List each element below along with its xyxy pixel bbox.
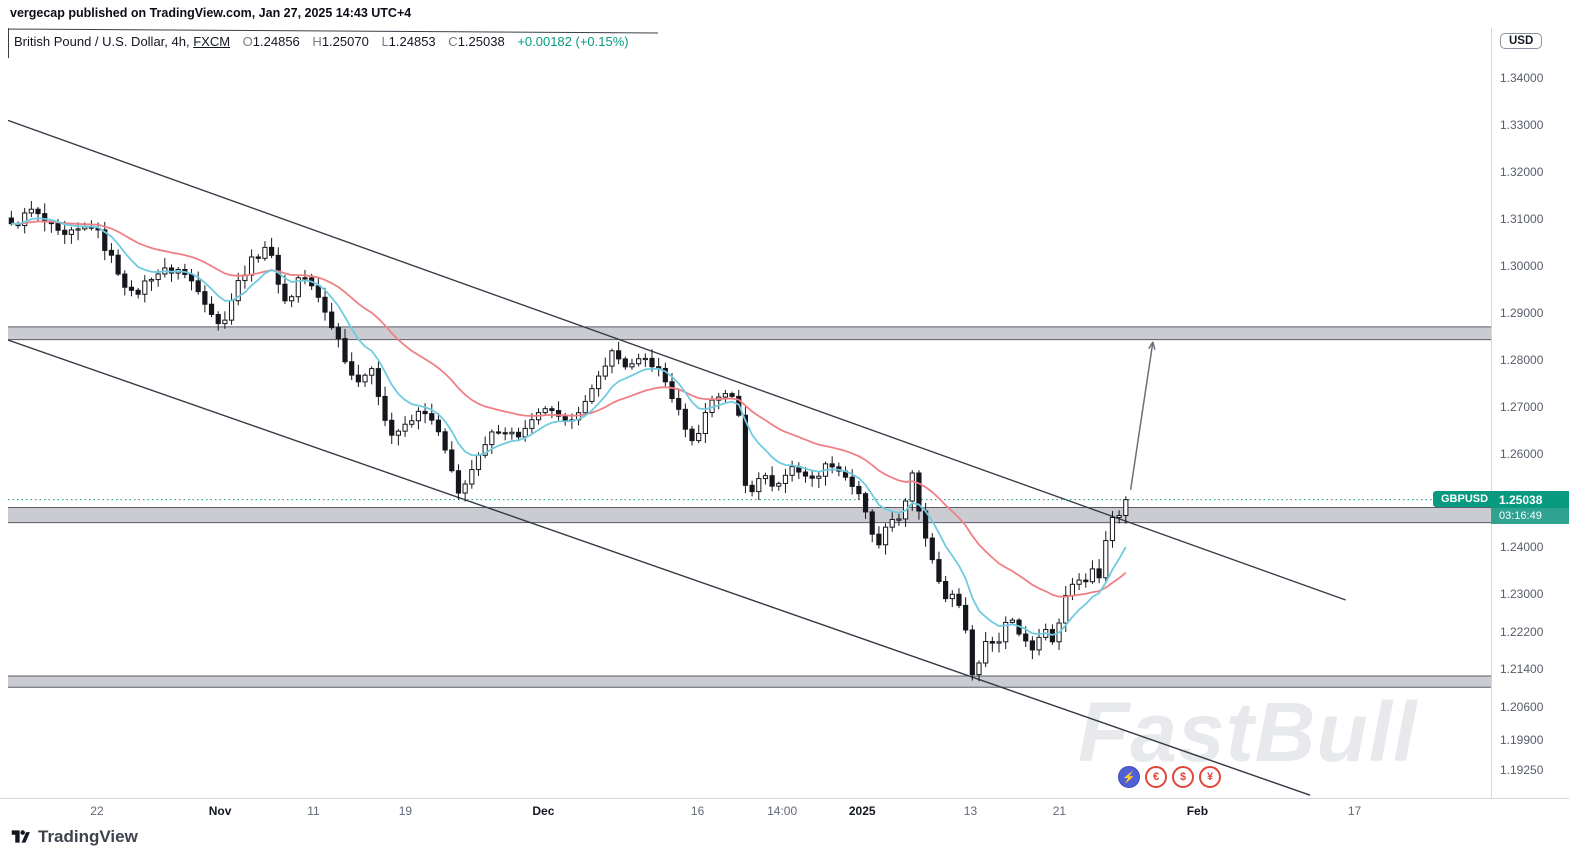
price-tick: 1.28000 xyxy=(1500,352,1544,367)
price-tick: 1.23000 xyxy=(1500,587,1544,602)
watermark-icons: ⚡ € $ ¥ xyxy=(1118,766,1221,788)
yen-icon: ¥ xyxy=(1199,766,1221,788)
tradingview-mark-icon xyxy=(11,830,30,843)
price-tick: 1.24000 xyxy=(1500,540,1544,555)
price-tick: 1.33000 xyxy=(1500,118,1544,133)
price-tick: 1.27000 xyxy=(1500,399,1544,414)
price-chart-canvas[interactable] xyxy=(8,28,1491,798)
price-tick: 1.21400 xyxy=(1500,662,1544,677)
price-tick: 1.26000 xyxy=(1500,446,1544,461)
price-axis[interactable]: 1.34000 1.33000 1.32000 1.31000 1.30000 1.290… xyxy=(1491,28,1569,798)
tradingview-logo-text: TradingView xyxy=(38,826,138,846)
time-axis-label: Nov xyxy=(208,804,232,818)
current-price-badge: 1.25038 xyxy=(1491,490,1569,509)
time-axis-label: 21 xyxy=(1052,804,1067,818)
price-tick: 1.34000 xyxy=(1500,71,1544,86)
price-tick: 1.30000 xyxy=(1500,258,1544,273)
time-axis-label: 17 xyxy=(1347,804,1362,818)
time-axis-label: 19 xyxy=(398,804,413,818)
time-axis-label: 14:00 xyxy=(767,804,798,818)
time-axis-label: 11 xyxy=(307,804,320,818)
price-tick: 1.19250 xyxy=(1500,763,1544,778)
tradingview-logo[interactable]: TradingView xyxy=(10,826,138,847)
dollar-icon: $ xyxy=(1172,766,1194,788)
time-axis-label: 16 xyxy=(690,804,705,818)
symbol-price-chip: GBPUSD xyxy=(1433,490,1497,507)
time-axis-label: 2025 xyxy=(848,804,876,818)
time-axis-label: Feb xyxy=(1186,804,1209,818)
time-axis-label: 13 xyxy=(963,804,978,818)
lightning-icon: ⚡ xyxy=(1118,766,1140,788)
euro-icon: € xyxy=(1145,766,1167,788)
currency-toggle[interactable]: USD xyxy=(1500,33,1543,49)
price-tick: 1.31000 xyxy=(1500,211,1544,226)
price-tick: 1.32000 xyxy=(1500,164,1544,179)
price-tick: 1.29000 xyxy=(1500,305,1544,320)
price-tick: 1.19900 xyxy=(1500,732,1544,747)
publisher-line: vergecap published on TradingView.com, J… xyxy=(10,6,412,20)
time-axis[interactable]: 22 Nov 11 19 Dec 16 14:00 2025 13 21 Feb 17 xyxy=(0,798,1569,826)
price-tick: 1.20600 xyxy=(1500,699,1544,714)
time-axis-label: Dec xyxy=(532,804,555,818)
price-tick: 1.22200 xyxy=(1500,624,1544,639)
time-axis-label: 22 xyxy=(90,804,104,818)
candle-countdown: 03:16:49 xyxy=(1491,507,1569,524)
